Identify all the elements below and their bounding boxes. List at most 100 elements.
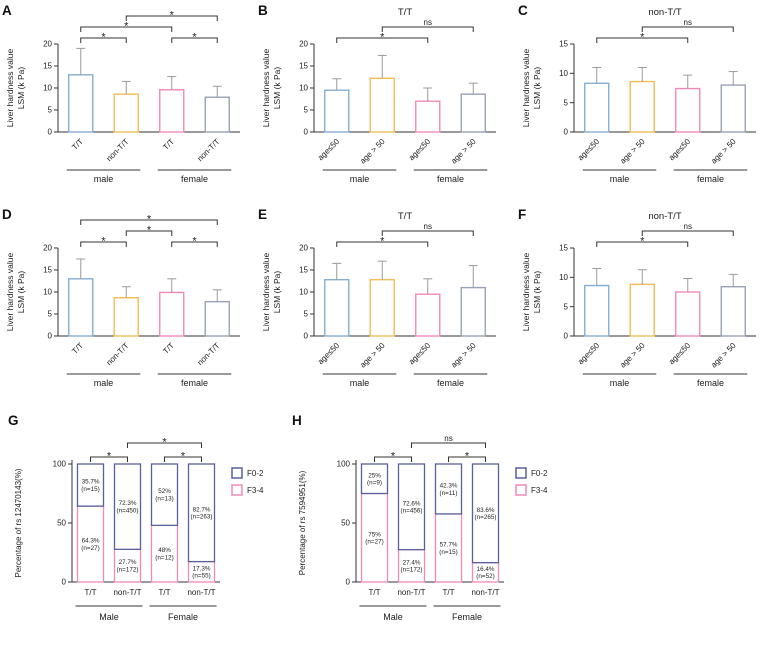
stacked-segment bbox=[360, 492, 389, 583]
significance-label: ns bbox=[424, 18, 432, 27]
y-tick-label: 15 bbox=[299, 266, 308, 275]
y-tick-label: 20 bbox=[299, 40, 308, 49]
y-axis-label: Liver hardness value bbox=[521, 49, 531, 128]
bar bbox=[460, 93, 486, 133]
significance-bracket bbox=[80, 241, 127, 247]
significance-label: ns bbox=[424, 222, 432, 231]
panel-c-letter: C bbox=[518, 3, 528, 18]
x-category-label: non-T/T bbox=[113, 588, 141, 597]
y-tick-label: 20 bbox=[43, 40, 52, 49]
group-label: female bbox=[697, 378, 724, 388]
x-category-label: non-T/T bbox=[397, 588, 425, 597]
y-tick-label: 100 bbox=[53, 460, 67, 469]
significance-bracket bbox=[171, 37, 218, 43]
segment-count-label: (n=172) bbox=[117, 566, 139, 573]
segment-count-label: (n=11) bbox=[440, 490, 458, 497]
significance-label: * bbox=[101, 32, 106, 44]
legend-swatch bbox=[515, 467, 527, 479]
bar bbox=[584, 82, 610, 133]
stacked-segment bbox=[471, 463, 500, 564]
group-label: female bbox=[181, 174, 208, 184]
y-tick-label: 5 bbox=[564, 98, 569, 107]
bar bbox=[324, 278, 350, 337]
x-category-label: non-T/T bbox=[187, 588, 215, 597]
significance-bracket bbox=[381, 230, 474, 236]
stacked-segment bbox=[434, 463, 463, 515]
segment-percent-label: 27.4% bbox=[403, 559, 421, 566]
y-tick-label: 15 bbox=[43, 62, 52, 71]
group-label: Female bbox=[452, 612, 482, 622]
legend-swatch bbox=[515, 484, 527, 496]
segment-percent-label: 72.6% bbox=[403, 500, 421, 507]
y-axis-label: Liver hardness value bbox=[261, 49, 271, 128]
legend-swatch bbox=[231, 484, 243, 496]
panel-b-letter: B bbox=[258, 3, 268, 18]
x-category-label: age > 50 bbox=[618, 341, 647, 370]
group-label: male bbox=[94, 378, 114, 388]
y-tick-label: 10 bbox=[559, 273, 568, 282]
significance-label: * bbox=[147, 225, 152, 237]
y-tick-label: 5 bbox=[564, 302, 569, 311]
stacked-segment bbox=[113, 548, 142, 583]
bar-chart-e: 0 5 10 15 20 Liver hardness value LSM (k Pa) T/… bbox=[261, 211, 496, 388]
y-tick-label: 0 bbox=[62, 578, 67, 587]
significance-bracket bbox=[596, 241, 689, 247]
significance-bracket bbox=[374, 456, 412, 462]
significance-bracket bbox=[336, 37, 429, 43]
panel-g-letter: G bbox=[8, 413, 19, 428]
significance-bracket bbox=[641, 26, 734, 32]
segment-percent-label: 48% bbox=[158, 547, 171, 554]
bar bbox=[675, 291, 701, 337]
significance-label: * bbox=[181, 451, 186, 463]
y-tick-label: 50 bbox=[341, 519, 350, 528]
stacked-segment bbox=[76, 463, 105, 507]
bar-chart-c: 0 5 10 15 Liver hardness value LSM (k Pa) non-… bbox=[521, 7, 756, 184]
segment-count-label: (n=263) bbox=[191, 514, 213, 521]
significance-label: * bbox=[107, 451, 112, 463]
stacked-segment bbox=[150, 463, 179, 527]
panel-g: G 0 50 100 Percentage of rs 12470143(%) T/T n… bbox=[8, 414, 308, 646]
bar bbox=[584, 284, 610, 337]
segment-percent-label: 25% bbox=[368, 472, 381, 479]
x-category-label: non-T/T bbox=[471, 588, 499, 597]
segment-percent-label: 64.3% bbox=[82, 538, 100, 545]
segment-count-label: (n=172) bbox=[401, 567, 423, 574]
significance-bracket bbox=[411, 442, 486, 448]
x-category-label: age > 50 bbox=[358, 137, 387, 166]
y-tick-label: 10 bbox=[299, 84, 308, 93]
group-label: Male bbox=[383, 612, 403, 622]
significance-bracket bbox=[80, 26, 173, 32]
group-label: female bbox=[437, 174, 464, 184]
x-category-label: age > 50 bbox=[709, 341, 738, 370]
x-category-label: non-T/T bbox=[195, 137, 221, 163]
x-category-label: age > 50 bbox=[449, 137, 478, 166]
segment-count-label: (n=13) bbox=[155, 495, 173, 502]
significance-bracket bbox=[641, 230, 734, 236]
y-tick-label: 0 bbox=[346, 578, 351, 587]
significance-label: ns bbox=[684, 18, 692, 27]
significance-label: * bbox=[147, 214, 152, 226]
segment-percent-label: 72.3% bbox=[119, 500, 137, 507]
group-label: male bbox=[610, 378, 630, 388]
significance-label: * bbox=[640, 236, 645, 248]
panel-title: non-T/T bbox=[648, 7, 681, 18]
significance-bracket bbox=[125, 230, 173, 236]
y-tick-label: 5 bbox=[304, 310, 309, 319]
segment-percent-label: 35.7% bbox=[82, 479, 100, 486]
bar bbox=[113, 93, 139, 133]
x-category-label: non-T/T bbox=[195, 341, 221, 367]
stacked-segment bbox=[187, 463, 216, 563]
group-label: Male bbox=[99, 612, 119, 622]
y-tick-label: 10 bbox=[43, 288, 52, 297]
significance-label: * bbox=[124, 21, 129, 33]
group-label: male bbox=[350, 378, 370, 388]
group-label: male bbox=[610, 174, 630, 184]
stacked-segment bbox=[397, 463, 426, 551]
panel-c: C 0 5 10 15 Liver hardness value LSM (k Pa) no… bbox=[518, 4, 768, 204]
bar-chart-f: 0 5 10 15 Liver hardness value LSM (k Pa) non-… bbox=[521, 211, 756, 388]
panel-d: D 0 5 10 15 20 Liver hardness value LSM (k Pa)… bbox=[2, 208, 252, 408]
y-tick-label: 50 bbox=[57, 519, 66, 528]
y-tick-label: 10 bbox=[559, 69, 568, 78]
bar bbox=[675, 87, 701, 133]
